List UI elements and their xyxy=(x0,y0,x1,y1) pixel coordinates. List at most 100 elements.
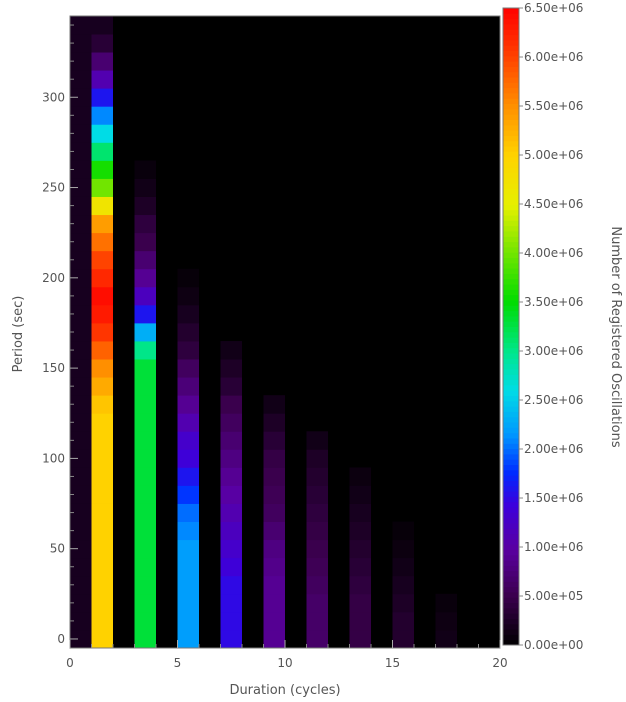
heatmap-cell xyxy=(263,593,285,613)
x-tick-label: 0 xyxy=(66,656,74,670)
colorbar-segment xyxy=(503,61,519,67)
heatmap-cell xyxy=(306,629,328,649)
heatmap-cell xyxy=(349,485,371,504)
heatmap-cell xyxy=(263,521,285,541)
colorbar-segment xyxy=(503,437,519,444)
colorbar-segment xyxy=(503,613,519,619)
colorbar-segment xyxy=(503,443,519,450)
colorbar-segment xyxy=(503,87,519,94)
colorbar-segment xyxy=(503,368,519,375)
heatmap-cell xyxy=(263,557,285,577)
colorbar-tick-label: 5.50e+06 xyxy=(524,99,583,113)
colorbar-segment xyxy=(503,342,519,349)
heatmap-cell xyxy=(134,575,156,595)
colorbar-segment xyxy=(503,517,519,524)
colorbar-segment xyxy=(503,204,519,211)
heatmap-cell xyxy=(306,557,328,577)
colorbar-segment xyxy=(503,135,519,142)
heatmap-cell xyxy=(220,629,242,649)
heatmap-cell xyxy=(70,286,92,306)
colorbar-segment xyxy=(503,512,519,519)
colorbar-segment xyxy=(503,326,519,333)
colorbar-segment xyxy=(503,225,519,232)
heatmap-cell xyxy=(220,593,242,613)
colorbar-segment xyxy=(503,496,519,503)
colorbar-segment xyxy=(503,146,519,152)
heatmap-cell xyxy=(263,395,285,414)
x-tick-label: 5 xyxy=(174,656,182,670)
colorbar-segment xyxy=(503,119,519,126)
colorbar-segment xyxy=(503,565,519,572)
colorbar-segment xyxy=(503,257,519,264)
colorbar-segment xyxy=(503,156,519,163)
heatmap-cell xyxy=(263,431,285,450)
heatmap-cell xyxy=(70,431,92,450)
y-tick-label: 300 xyxy=(42,90,65,104)
colorbar-segment xyxy=(503,252,519,258)
heatmap-cell xyxy=(306,593,328,613)
heatmap-cell xyxy=(70,70,92,89)
colorbar-segment xyxy=(503,602,519,609)
colorbar-segment xyxy=(503,533,519,540)
heatmap-cell xyxy=(134,160,156,179)
colorbar-segment xyxy=(503,528,519,535)
heatmap-cell xyxy=(70,268,92,288)
y-tick-label: 100 xyxy=(42,451,65,465)
heatmap-cell xyxy=(91,124,113,143)
colorbar-segment xyxy=(503,183,519,189)
colorbar-segment xyxy=(503,284,519,290)
colorbar-segment xyxy=(503,289,519,296)
heatmap-cell xyxy=(91,106,113,125)
heatmap-cell xyxy=(134,268,156,288)
colorbar-segment xyxy=(503,188,519,195)
heatmap-cell xyxy=(263,503,285,522)
heatmap-cell xyxy=(70,467,92,486)
colorbar-segment xyxy=(503,50,519,57)
heatmap-cell xyxy=(91,557,113,577)
heatmap-cell xyxy=(306,485,328,504)
y-tick-label: 150 xyxy=(42,361,65,375)
colorbar-segment xyxy=(503,66,519,73)
colorbar-frame xyxy=(502,7,520,646)
heatmap-cell xyxy=(177,268,199,288)
heatmap-cell xyxy=(91,575,113,595)
colorbar-tick-label: 4.50e+06 xyxy=(524,197,583,211)
heatmap-cell xyxy=(263,449,285,468)
colorbar-segment xyxy=(503,161,519,168)
y-tick-label: 200 xyxy=(42,271,65,285)
heatmap-cell xyxy=(70,341,92,360)
heatmap-cell xyxy=(177,322,199,342)
heatmap-cell xyxy=(91,413,113,432)
heatmap-cell xyxy=(177,521,199,541)
heatmap-cell xyxy=(70,142,92,161)
colorbar-segment xyxy=(503,374,519,381)
heatmap-cell xyxy=(134,485,156,504)
heatmap-cell xyxy=(306,539,328,559)
heatmap-cell xyxy=(91,341,113,360)
heatmap-cell xyxy=(70,629,92,649)
heatmap-cell xyxy=(306,521,328,541)
colorbar-segment xyxy=(503,618,519,625)
heatmap-cell xyxy=(220,485,242,504)
heatmap-cell xyxy=(349,557,371,577)
heatmap-cell xyxy=(91,593,113,613)
heatmap-cell xyxy=(134,467,156,486)
heatmap-cell xyxy=(91,322,113,342)
heatmap-cell xyxy=(70,16,92,35)
colorbar-segment xyxy=(503,363,519,370)
colorbar-segment xyxy=(503,506,519,513)
colorbar-segment xyxy=(503,379,519,386)
colorbar-tick-label: 1.50e+06 xyxy=(524,491,583,505)
colorbar-tick-label: 2.00e+06 xyxy=(524,442,583,456)
heatmap-cell xyxy=(91,88,113,107)
colorbar-segment xyxy=(503,544,519,550)
heatmap-cell xyxy=(177,395,199,414)
colorbar-segment xyxy=(503,39,519,46)
heatmap-cell xyxy=(134,232,156,252)
heatmap-cell xyxy=(70,611,92,631)
colorbar-segment xyxy=(503,268,519,274)
heatmap-cell xyxy=(134,196,156,216)
heatmap-cell xyxy=(91,611,113,631)
heatmap-cell xyxy=(91,250,113,270)
y-axis-title: Period (sec) xyxy=(11,296,26,373)
